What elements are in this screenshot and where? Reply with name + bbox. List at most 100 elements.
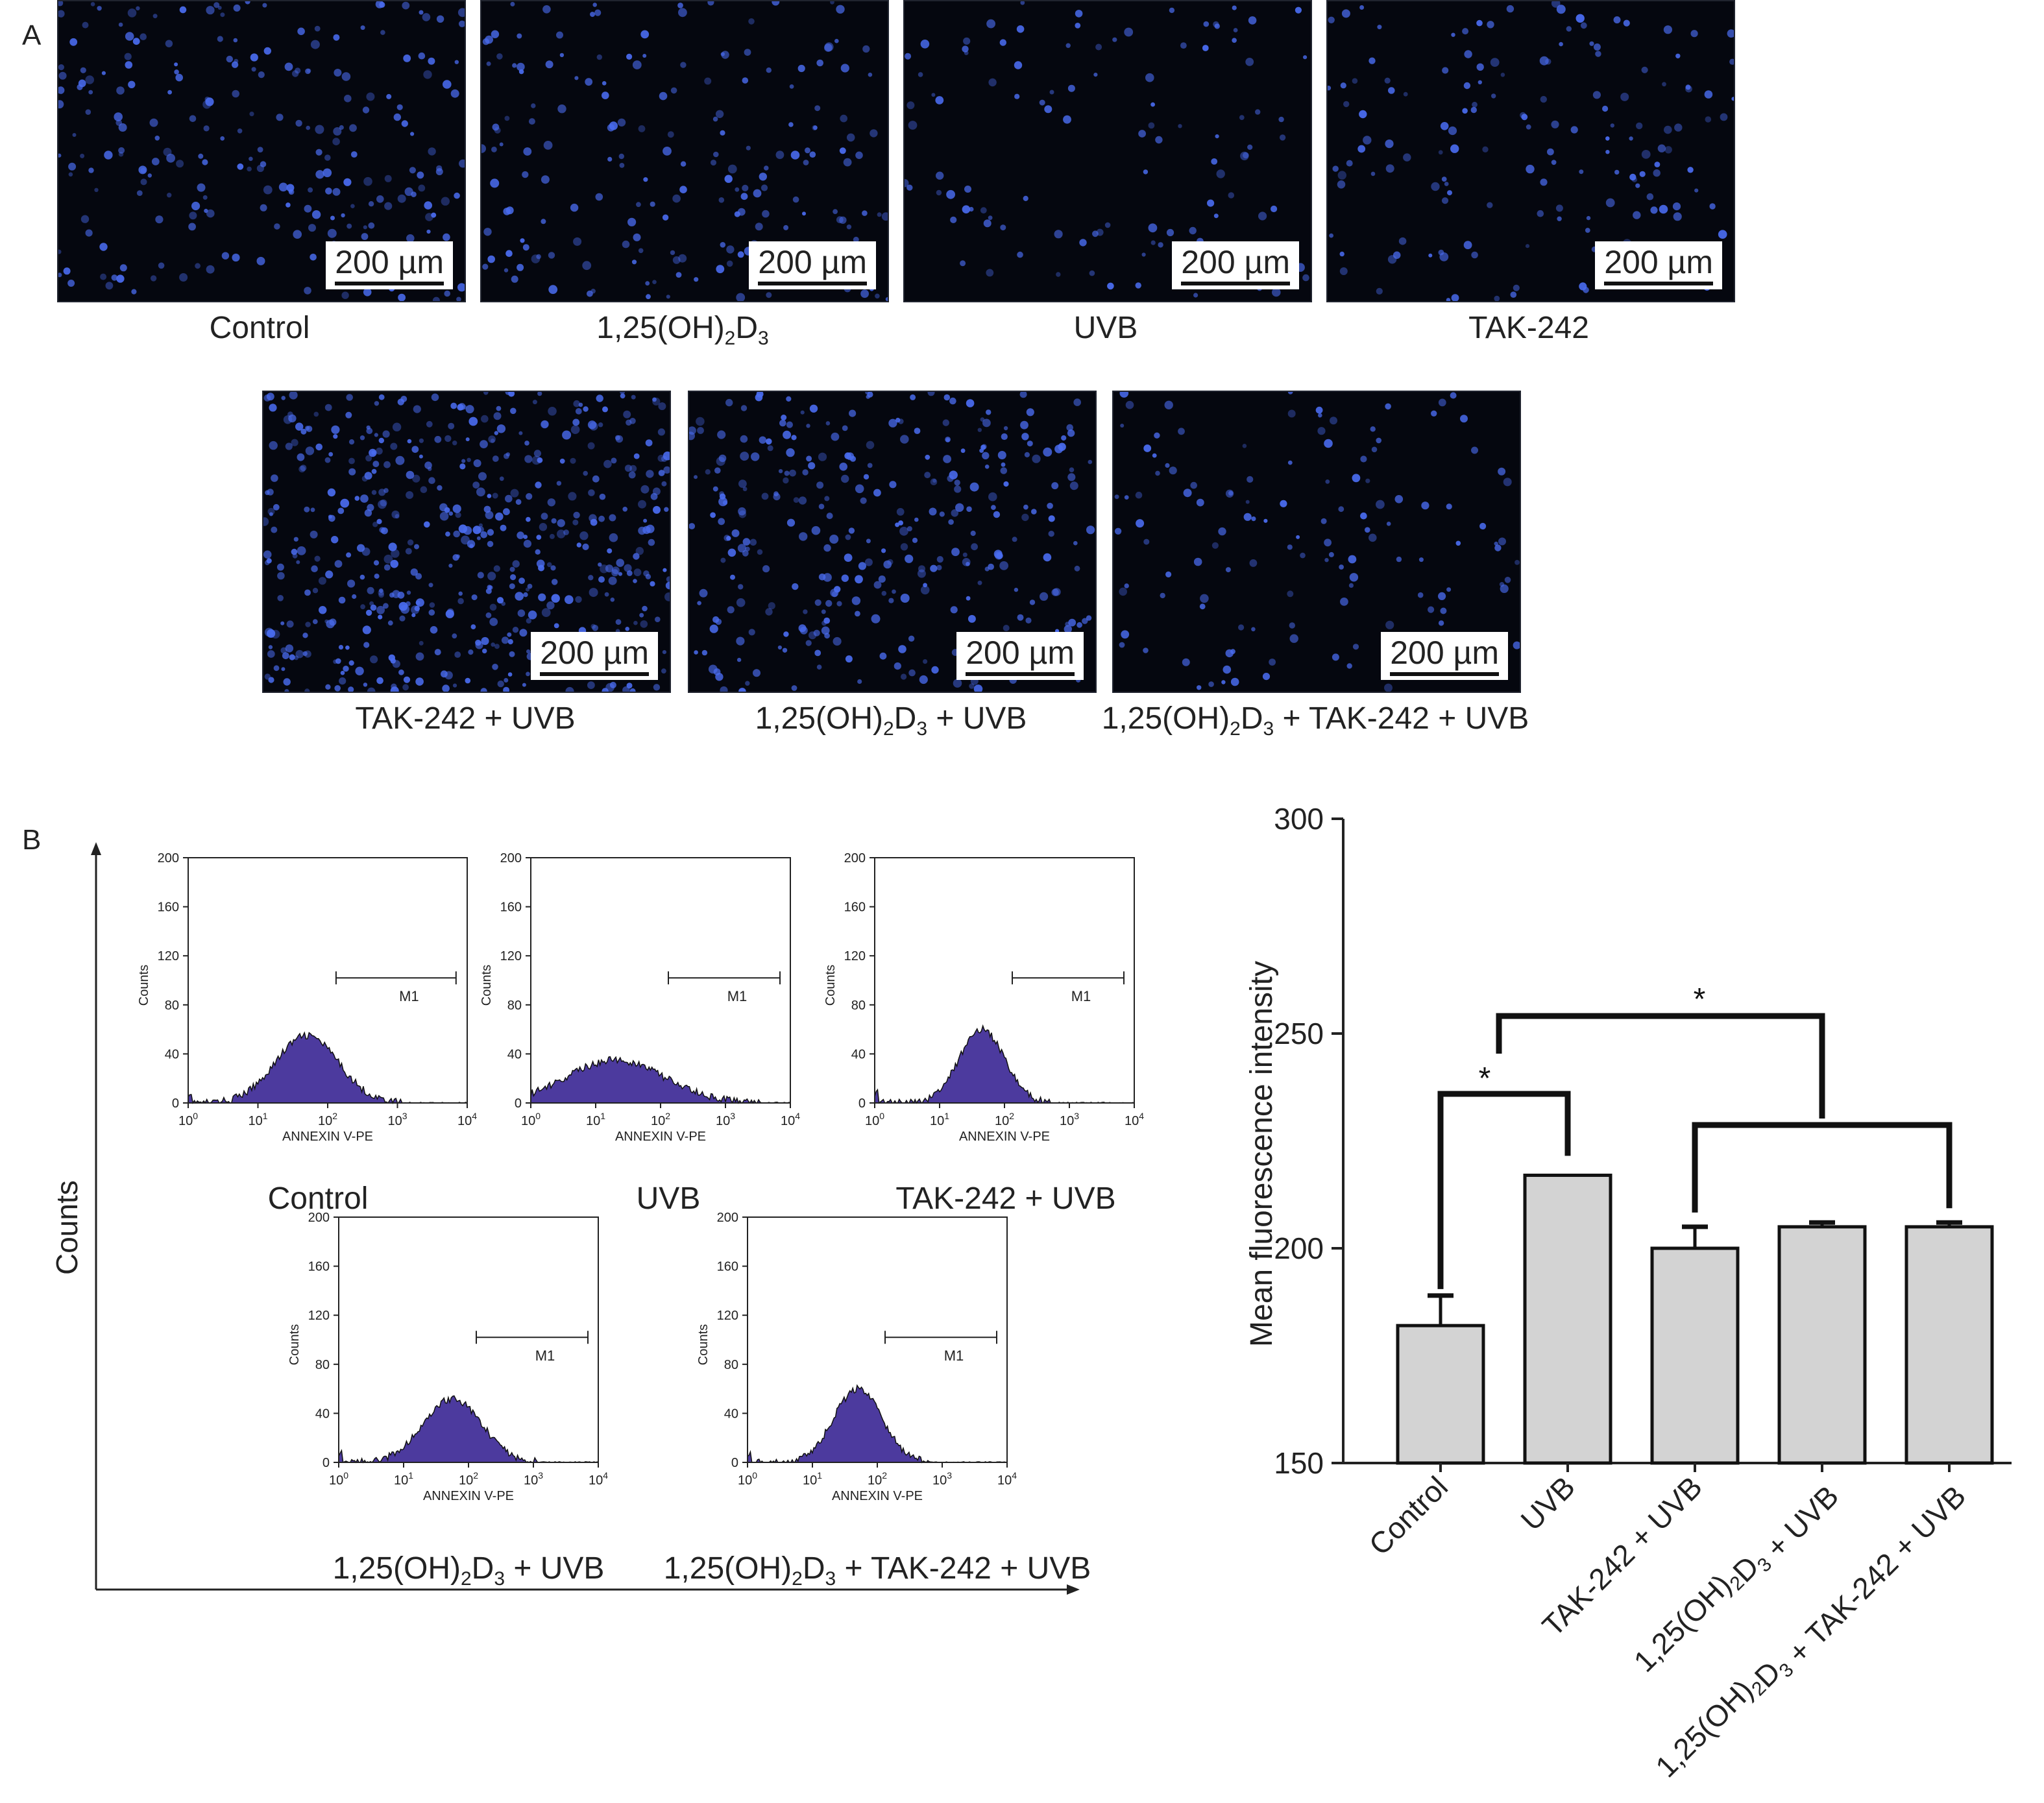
panel-b-label: B — [22, 824, 42, 856]
flow-xtick-label: 101 — [930, 1111, 949, 1128]
flow-ytick-label: 80 — [851, 998, 866, 1013]
flow-xlabel: ANNEXIN V-PE — [615, 1130, 706, 1144]
flow-ytick-label: 0 — [858, 1096, 866, 1111]
flow-ytick-label: 40 — [315, 1407, 330, 1421]
flow-xtick-label: 104 — [589, 1470, 608, 1488]
nuclei-stain-image — [1114, 392, 1520, 692]
flow-caption: 1,25(OH)2D3 + TAK-242 + UVB — [663, 1551, 1091, 1590]
micrograph: 200 µm — [480, 0, 889, 302]
scale-bar: 200 µm — [326, 241, 453, 289]
flow-xlabel: ANNEXIN V-PE — [423, 1489, 514, 1503]
bar-category-label: UVB — [1514, 1470, 1581, 1537]
significance-star: * — [1694, 982, 1706, 1017]
flow-xtick-label: 100 — [865, 1111, 884, 1128]
flow-xtick-label: 104 — [781, 1111, 800, 1128]
flow-histogram: 0 40 80 120 160 200 100 101 102 103 104 ANNEXIN V-P… — [823, 851, 1144, 1144]
bar — [1777, 1225, 1867, 1465]
flow-inner-ylabel: Counts — [823, 965, 838, 1006]
scale-bar: 200 µm — [956, 632, 1084, 680]
flow-xtick-label: 100 — [178, 1111, 198, 1128]
flow-ytick-label: 0 — [515, 1096, 522, 1111]
bar — [1650, 1246, 1740, 1465]
flow-xtick-label: 102 — [318, 1111, 337, 1128]
flow-caption: 1,25(OH)2D3 + UVB — [332, 1551, 605, 1590]
micrograph-caption: 1,25(OH)2D3 + UVB — [755, 701, 1027, 740]
micrograph-caption: 1,25(OH)2D3 — [596, 311, 769, 349]
significance-bracket — [1437, 1091, 1571, 1289]
flow-ytick-label: 160 — [500, 901, 522, 915]
flow-histogram: 0 40 80 120 160 200 100 101 102 103 104 ANNEXIN V-P… — [480, 851, 800, 1144]
flow-histogram: 0 40 80 120 160 200 100 101 102 103 104 ANNEXIN V-P… — [137, 851, 477, 1144]
flow-xtick-label: 103 — [932, 1470, 952, 1488]
flow-ytick-label: 40 — [507, 1047, 522, 1061]
micrograph-caption: TAK-242 — [1468, 311, 1589, 345]
flow-ytick-label: 160 — [158, 901, 179, 915]
flow-xtick-label: 103 — [524, 1470, 543, 1488]
panel-a-label: A — [22, 19, 42, 51]
bar-ytick-label: 300 — [1274, 802, 1324, 836]
flow-ytick-label: 160 — [308, 1260, 330, 1274]
flow-xtick-label: 101 — [803, 1470, 822, 1488]
flow-caption: TAK-242 + UVB — [895, 1181, 1116, 1216]
bar — [1523, 1173, 1612, 1465]
flow-ytick-label: 200 — [844, 851, 866, 865]
micrograph: 200 µm — [262, 391, 671, 693]
flow-xtick-label: 102 — [995, 1111, 1014, 1128]
flow-xtick-label: 104 — [997, 1470, 1017, 1488]
flow-inner-ylabel: Counts — [137, 965, 151, 1006]
flow-xlabel: ANNEXIN V-PE — [282, 1130, 373, 1144]
bar-ytick-label: 200 — [1274, 1231, 1324, 1265]
micrograph: 200 µm — [1326, 0, 1735, 302]
nuclei-stain-image — [58, 1, 465, 301]
marker-m1-label: M1 — [944, 1348, 964, 1364]
flow-caption: Control — [267, 1181, 369, 1216]
scale-bar: 200 µm — [1381, 632, 1508, 680]
flow-xtick-label: 100 — [738, 1470, 757, 1488]
marker-m1-label: M1 — [1071, 988, 1091, 1004]
bar-ytick-label: 150 — [1274, 1446, 1324, 1480]
micrograph-caption: TAK-242 + UVB — [355, 701, 576, 736]
flow-outer-y-arrow — [91, 842, 101, 855]
flow-xtick-label: 101 — [586, 1111, 605, 1128]
flow-inner-ylabel: Counts — [696, 1324, 711, 1365]
flow-xtick-label: 103 — [716, 1111, 735, 1128]
significance-star: * — [1479, 1061, 1491, 1096]
marker-m1-label: M1 — [535, 1348, 555, 1364]
marker-m1-label: M1 — [727, 988, 748, 1004]
flow-ytick-label: 0 — [322, 1456, 330, 1470]
flow-ytick-label: 80 — [315, 1358, 330, 1372]
flow-xtick-label: 102 — [868, 1470, 887, 1488]
flow-ytick-label: 120 — [717, 1309, 738, 1323]
flow-ytick-label: 40 — [724, 1407, 738, 1421]
bar-ytick-label: 250 — [1274, 1017, 1324, 1050]
flow-ytick-label: 160 — [717, 1260, 738, 1274]
flow-ytick-label: 120 — [844, 949, 866, 963]
nuclei-stain-image — [689, 392, 1095, 692]
flow-ytick-label: 40 — [851, 1047, 866, 1061]
marker-m1-label: M1 — [399, 988, 419, 1004]
flow-caption: UVB — [636, 1181, 701, 1216]
flow-ytick-label: 120 — [308, 1309, 330, 1323]
flow-ytick-label: 80 — [165, 998, 179, 1013]
flow-xtick-label: 102 — [459, 1470, 478, 1488]
micrograph-caption: 1,25(OH)2D3 + TAK-242 + UVB — [1101, 701, 1529, 740]
micrograph-caption: Control — [209, 311, 310, 345]
nuclei-stain-image — [1328, 1, 1734, 301]
histogram-fill — [530, 1056, 791, 1104]
flow-ytick-label: 160 — [844, 901, 866, 915]
flow-xtick-label: 100 — [329, 1470, 348, 1488]
flow-ytick-label: 40 — [165, 1047, 179, 1061]
flow-xtick-label: 100 — [521, 1111, 541, 1128]
flow-ytick-label: 0 — [172, 1096, 179, 1111]
flow-ytick-label: 200 — [500, 851, 522, 865]
flow-ytick-label: 200 — [308, 1211, 330, 1225]
flow-ytick-label: 120 — [500, 949, 522, 963]
flow-ytick-label: 80 — [507, 998, 522, 1013]
flow-xtick-label: 104 — [1125, 1111, 1144, 1128]
micrograph: 200 µm — [688, 391, 1097, 693]
flow-ytick-label: 80 — [724, 1358, 738, 1372]
flow-ytick-label: 200 — [158, 851, 179, 865]
flow-outer-x-arrow — [1067, 1584, 1080, 1595]
